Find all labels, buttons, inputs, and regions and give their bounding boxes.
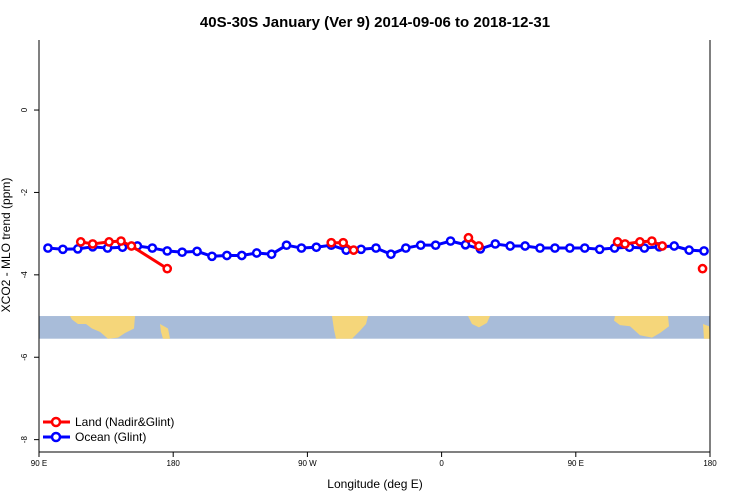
data-point [445,236,456,246]
data-point [699,246,709,256]
y-tick-label: -4 [20,271,29,279]
data-point [371,243,381,253]
y-tick-label: 0 [20,107,29,112]
x-tick-label: 180 [167,459,181,468]
chart-title: 40S-30S January (Ver 9) 2014-09-06 to 20… [200,14,550,31]
data-point [311,242,322,253]
data-point [400,243,411,253]
data-point [697,263,708,274]
data-point [463,232,474,243]
data-point [646,236,657,246]
x-axis: 90 E 180 90 W 0 90 E 180 [31,452,717,468]
x-tick-label: 90 E [568,459,584,468]
data-point [657,241,668,251]
data-point [236,250,247,261]
data-point [87,239,98,249]
data-point [430,240,441,251]
data-point [326,237,337,248]
data-point [550,243,560,253]
data-point [147,243,158,253]
land-shape-3 [332,316,368,339]
data-point [207,251,217,262]
legend: Land (Nadir&Glint) Ocean (Glint) [43,415,174,444]
data-point [348,245,359,255]
map-strip-land [70,316,710,339]
data-point [162,246,173,256]
data-point [296,243,307,253]
data-point [162,263,173,274]
legend-land-label: Land (Nadir&Glint) [75,415,174,429]
data-point [635,237,645,247]
data-point [490,239,501,249]
data-point [75,237,86,247]
data-point [43,243,53,253]
data-point [192,246,202,257]
data-point [386,249,396,260]
y-tick-label: -8 [20,436,29,444]
y-tick-label: -6 [20,353,29,361]
x-tick-label: 0 [439,459,444,468]
y-axis: 0 -2 -4 -6 -8 [20,107,39,443]
x-axis-label: Longitude (deg E) [327,477,422,491]
plot-frame [38,40,711,453]
x-tick-label: 180 [703,459,717,468]
data-point [58,244,68,255]
data-point [620,239,630,249]
data-point [251,248,262,258]
data-point [266,249,277,260]
series-layer [43,232,709,274]
data-point [116,236,126,246]
data-point [222,250,232,261]
series-land [75,232,708,274]
y-tick-label: -2 [20,188,29,196]
land-shape-2 [160,323,170,339]
data-point [281,240,292,251]
data-point [474,241,484,251]
land-shape-1 [70,316,135,339]
data-point [505,241,516,251]
data-point [356,244,366,255]
data-point [177,247,187,258]
legend-ocean-marker [50,431,62,443]
map-strip [39,316,710,339]
land-shape-4 [468,316,490,328]
data-point [594,244,605,255]
data-point [639,243,650,253]
data-point [520,241,530,251]
legend-land-marker [50,416,62,428]
data-point [415,240,426,251]
map-strip-ocean [39,316,710,339]
data-point [338,237,349,248]
data-point [612,237,623,247]
data-point [669,241,680,251]
y-axis-label: XCO2 - MLO trend (ppm) [0,178,13,313]
data-point [104,237,114,247]
x-tick-label: 90 E [31,459,47,468]
data-point [579,243,590,253]
data-point [564,243,575,253]
land-shape-6 [703,323,710,339]
legend-ocean-label: Ocean (Glint) [75,430,146,444]
data-point [684,245,694,255]
series-ocean [43,236,709,262]
x-tick-label: 90 W [298,459,317,468]
land-shape-5 [614,316,669,338]
data-point [535,243,545,253]
data-point [126,241,137,251]
